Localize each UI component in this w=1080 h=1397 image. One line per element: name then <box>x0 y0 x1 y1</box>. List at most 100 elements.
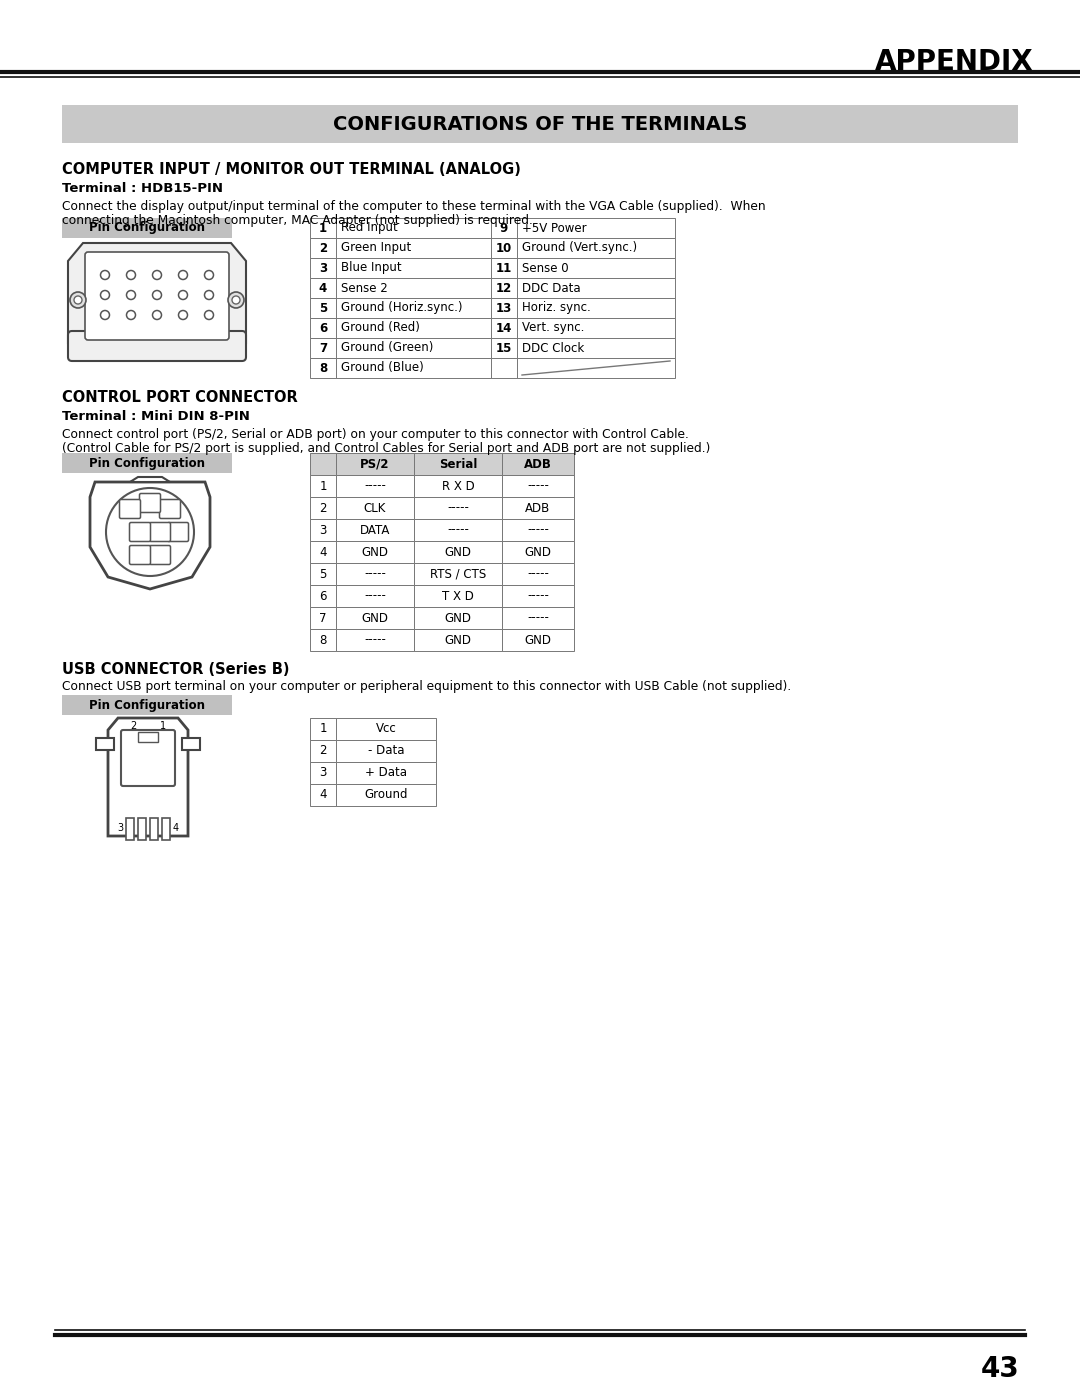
Text: 1: 1 <box>160 721 166 731</box>
Bar <box>62 694 232 715</box>
Circle shape <box>228 292 244 307</box>
Bar <box>502 629 573 651</box>
Bar <box>491 319 517 338</box>
Text: 3: 3 <box>137 527 143 536</box>
Bar <box>336 608 414 629</box>
Text: PS/2: PS/2 <box>361 457 390 471</box>
Circle shape <box>75 296 82 305</box>
Text: Terminal : HDB15-PIN: Terminal : HDB15-PIN <box>62 182 222 196</box>
Bar <box>336 585 414 608</box>
Text: APPENDIX: APPENDIX <box>875 47 1034 75</box>
Text: 2: 2 <box>130 721 136 731</box>
Bar <box>502 475 573 497</box>
Bar <box>502 541 573 563</box>
Bar <box>491 338 517 358</box>
Text: 6: 6 <box>320 590 327 602</box>
Bar <box>517 338 675 358</box>
Text: 5: 5 <box>175 527 181 536</box>
Circle shape <box>152 271 162 279</box>
Text: ADB: ADB <box>525 502 551 514</box>
Circle shape <box>126 310 135 320</box>
Text: T X D: T X D <box>442 590 474 602</box>
Text: 10: 10 <box>496 242 512 254</box>
Text: GND: GND <box>362 545 389 559</box>
Text: Terminal : Mini DIN 8-PIN: Terminal : Mini DIN 8-PIN <box>62 409 249 423</box>
Bar <box>502 563 573 585</box>
Text: GND: GND <box>525 545 552 559</box>
Text: 8: 8 <box>319 362 327 374</box>
Bar <box>336 520 414 541</box>
Text: 1: 1 <box>320 479 327 493</box>
Bar <box>502 453 573 475</box>
Text: 3: 3 <box>319 261 327 274</box>
Bar <box>310 258 336 278</box>
Text: Vert. sync.: Vert. sync. <box>522 321 584 334</box>
Text: -----: ----- <box>364 567 386 581</box>
Bar <box>62 453 232 474</box>
Text: Vcc: Vcc <box>376 722 396 735</box>
Text: connecting the Macintosh computer, MAC Adapter (not supplied) is required.: connecting the Macintosh computer, MAC A… <box>62 214 532 226</box>
Bar <box>336 319 491 338</box>
Text: -----: ----- <box>527 567 549 581</box>
Bar <box>336 784 436 806</box>
Circle shape <box>106 488 194 576</box>
FancyBboxPatch shape <box>120 500 140 518</box>
Text: 4: 4 <box>320 788 327 802</box>
Bar <box>336 218 491 237</box>
Bar <box>414 497 502 520</box>
Circle shape <box>100 271 109 279</box>
Text: Green Input: Green Input <box>341 242 411 254</box>
Bar <box>502 497 573 520</box>
Bar <box>517 298 675 319</box>
Bar <box>336 761 436 784</box>
Circle shape <box>100 291 109 299</box>
Bar <box>414 585 502 608</box>
Bar <box>336 563 414 585</box>
Text: CONFIGURATIONS OF THE TERMINALS: CONFIGURATIONS OF THE TERMINALS <box>333 115 747 134</box>
Circle shape <box>178 291 188 299</box>
Bar <box>414 520 502 541</box>
Bar <box>336 497 414 520</box>
Text: Connect USB port terminal on your computer or peripheral equipment to this conne: Connect USB port terminal on your comput… <box>62 680 792 693</box>
Text: -----: ----- <box>364 479 386 493</box>
Bar <box>336 258 491 278</box>
Text: - Data: - Data <box>368 745 404 757</box>
Bar <box>310 761 336 784</box>
Bar <box>414 453 502 475</box>
Text: GND: GND <box>445 612 472 624</box>
Text: -----: ----- <box>527 479 549 493</box>
Text: CLK: CLK <box>364 502 387 514</box>
Text: 5: 5 <box>320 567 326 581</box>
Text: R X D: R X D <box>442 479 474 493</box>
Bar <box>310 541 336 563</box>
Text: -----: ----- <box>447 524 469 536</box>
Bar <box>491 237 517 258</box>
Bar <box>502 520 573 541</box>
Text: GND: GND <box>362 612 389 624</box>
Text: GND: GND <box>445 633 472 647</box>
Circle shape <box>178 271 188 279</box>
Text: 5: 5 <box>319 302 327 314</box>
Bar <box>336 237 491 258</box>
Circle shape <box>204 271 214 279</box>
Bar <box>336 740 436 761</box>
Bar <box>517 218 675 237</box>
Text: Ground: Ground <box>364 788 408 802</box>
Bar <box>183 738 200 750</box>
Bar <box>491 258 517 278</box>
Text: 7: 7 <box>147 497 153 509</box>
Circle shape <box>204 291 214 299</box>
Circle shape <box>70 292 86 307</box>
Bar <box>138 819 146 840</box>
Text: Ground (Green): Ground (Green) <box>341 341 433 355</box>
Text: 3: 3 <box>320 524 326 536</box>
Text: DDC Data: DDC Data <box>522 282 581 295</box>
Text: Connect control port (PS/2, Serial or ADB port) on your computer to this connect: Connect control port (PS/2, Serial or AD… <box>62 427 689 441</box>
Bar <box>96 738 114 750</box>
Text: 43: 43 <box>981 1355 1020 1383</box>
Text: RTS / CTS: RTS / CTS <box>430 567 486 581</box>
Text: 2: 2 <box>319 242 327 254</box>
Polygon shape <box>108 718 188 835</box>
Text: -----: ----- <box>527 590 549 602</box>
FancyBboxPatch shape <box>121 731 175 787</box>
